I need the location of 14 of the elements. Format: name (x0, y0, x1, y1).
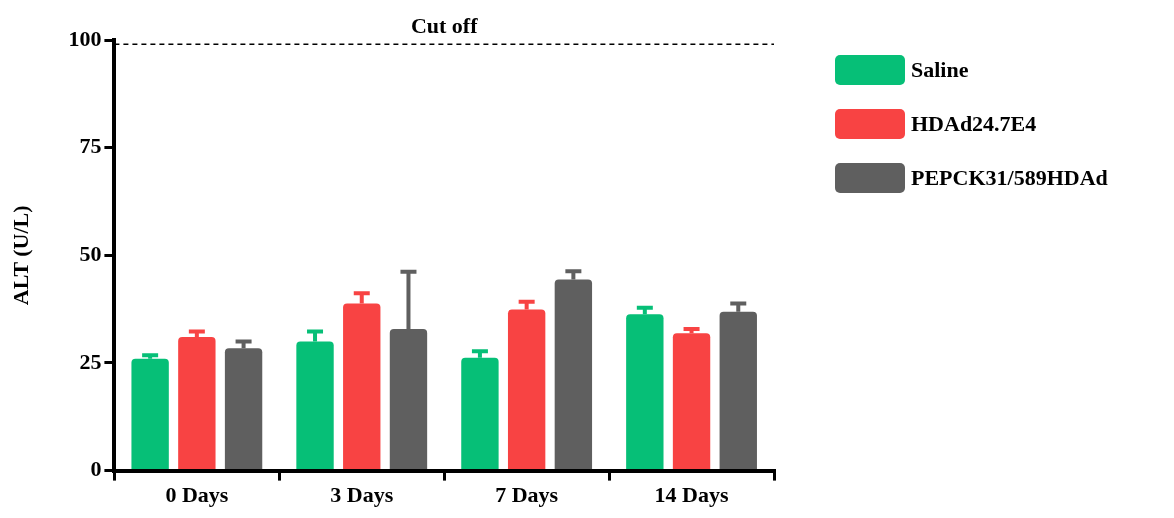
ref-line-label: Cut off (410, 12, 479, 38)
y-tick-label: 100 (68, 25, 102, 51)
legend-label: HDAd24.7E4 (911, 111, 1037, 137)
y-tick-label: 75 (79, 133, 102, 159)
x-tick-label: 14 Days (654, 482, 729, 508)
y-tick-label: 50 (79, 240, 102, 266)
legend-label: PEPCK31/589HDAd (911, 165, 1108, 191)
x-tick-label: 3 Days (330, 482, 394, 508)
y-tick-label: 25 (79, 348, 102, 374)
x-tick-label: 0 Days (165, 482, 229, 508)
legend-label: Saline (911, 57, 969, 83)
y-axis-title: ALT (U/L) (7, 205, 33, 306)
y-tick-label: 0 (90, 456, 102, 482)
x-tick-label: 7 Days (495, 482, 559, 508)
